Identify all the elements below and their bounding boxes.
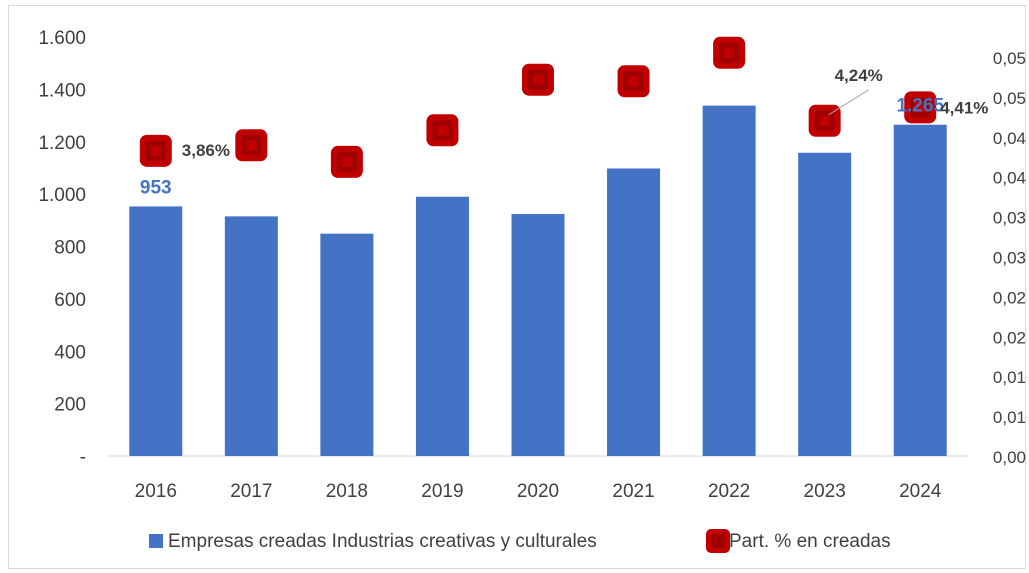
x-tick-label: 2022 — [708, 481, 750, 502]
marker-point — [426, 114, 459, 147]
y-right-tick-label: 0,03 — [993, 209, 1026, 228]
marker-core — [533, 74, 543, 85]
marker-data-label: 4,24% — [835, 66, 883, 85]
y-right-tick-label: 0,05 — [993, 89, 1026, 108]
bar — [893, 124, 947, 457]
legend-swatch-marker — [706, 529, 730, 553]
marker-core — [628, 76, 639, 87]
bar — [415, 196, 469, 456]
y-right-tick-label: 0,01 — [993, 368, 1026, 387]
x-tick-label: 2019 — [421, 481, 463, 502]
legend: Empresas creadas Industrias creativas y … — [149, 529, 891, 553]
bar-data-label: 953 — [140, 177, 172, 198]
y-left-tick-label: 200 — [54, 395, 86, 416]
x-tick-label: 2016 — [135, 481, 177, 502]
y-left-tick-label: 1.600 — [38, 28, 86, 49]
bar — [607, 168, 661, 456]
leader-line — [828, 89, 869, 116]
y-left-tick-label: 600 — [54, 290, 86, 311]
marker-point — [235, 129, 268, 162]
bar-data-label: 1.265 — [896, 96, 944, 117]
marker-point — [617, 65, 650, 98]
y-right-tick-label: 0,01 — [993, 408, 1026, 427]
marker-core — [724, 47, 735, 58]
marker-data-label: 4,41% — [940, 98, 988, 117]
marker-core — [150, 145, 161, 156]
x-tick-label: 2020 — [517, 481, 559, 502]
y-left-tick-label: 800 — [54, 238, 86, 259]
marker-core — [341, 156, 352, 167]
x-tick-label: 2024 — [899, 481, 942, 502]
y-right-tick-label: 0,02 — [993, 328, 1026, 347]
bar — [129, 206, 183, 456]
bars-layer — [129, 105, 947, 457]
y-left-tick-label: 1.000 — [38, 185, 86, 206]
marker-point — [808, 104, 841, 137]
x-tick-label: 2023 — [804, 481, 846, 502]
marker-core — [437, 125, 448, 136]
y-right-tick-label: 0,02 — [993, 288, 1026, 307]
marker-point — [904, 91, 937, 124]
x-tick-label: 2017 — [230, 481, 272, 502]
marker-data-label: 3,86% — [182, 141, 230, 160]
markers-layer — [139, 36, 937, 178]
x-tick-label: 2018 — [326, 481, 368, 502]
legend-swatch-bar — [149, 534, 163, 548]
marker-core — [819, 115, 830, 126]
marker-core — [246, 140, 257, 151]
y-left-tick-label: - — [80, 447, 86, 468]
y-right-tick-label: 0,04 — [993, 129, 1026, 148]
marker-point — [713, 36, 746, 69]
bar — [798, 152, 852, 456]
legend-label: Part. % en creadas — [729, 531, 891, 552]
y-right-tick-label: 0,04 — [993, 169, 1026, 188]
y-left-tick-label: 1.400 — [38, 80, 86, 101]
axes-layer: - 200 400 600 800 1.000 1.200 1.400 1.600 0,00 0,0… — [38, 28, 1026, 502]
marker-point — [139, 134, 172, 167]
y-left-tick-label: 400 — [54, 342, 86, 363]
marker-core — [915, 102, 926, 113]
labels-layer: 953 1.265 3,86% 4,24% 4,41% — [140, 66, 988, 199]
x-tick-label: 2021 — [612, 481, 654, 502]
bar — [320, 233, 374, 456]
y-left-tick-label: 1.200 — [38, 133, 86, 154]
marker-point — [330, 145, 363, 178]
legend-label: Empresas creadas Industrias creativas y … — [168, 531, 597, 552]
bar — [702, 105, 756, 456]
bar — [224, 216, 278, 456]
y-right-tick-label: 0,05 — [993, 49, 1026, 68]
legend-marker-inner — [711, 534, 725, 548]
y-right-tick-label: 0,03 — [993, 248, 1026, 267]
marker-point — [522, 63, 554, 96]
y-right-tick-label: 0,00 — [993, 448, 1026, 467]
bar — [511, 214, 565, 456]
